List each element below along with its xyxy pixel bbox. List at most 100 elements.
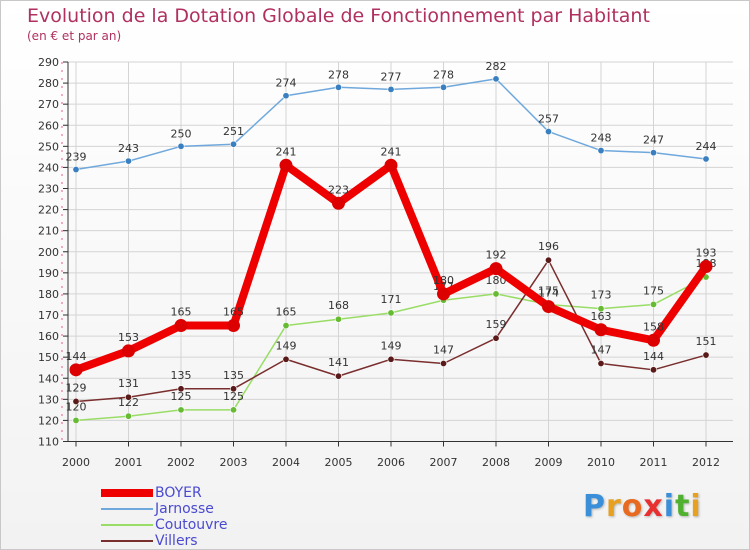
data-label-coutouvre: 175 — [643, 284, 664, 297]
data-label-jarnosse: 274 — [276, 77, 297, 90]
data-label-boyer: 165 — [223, 306, 244, 319]
data-label-coutouvre: 125 — [171, 390, 192, 403]
data-label-jarnosse: 243 — [118, 142, 139, 155]
data-label-villers: 149 — [276, 339, 297, 352]
data-label-jarnosse: 278 — [433, 68, 454, 81]
data-point-coutouvre — [72, 416, 80, 424]
y-tick-label: 200 — [38, 246, 59, 259]
x-tick-label: 2003 — [220, 456, 248, 469]
y-tick-label: 120 — [38, 414, 59, 427]
data-label-villers: 135 — [171, 369, 192, 382]
legend-label: Jarnosse — [155, 501, 214, 517]
data-label-villers: 151 — [696, 335, 717, 348]
data-point-boyer — [174, 319, 188, 333]
data-point-boyer — [594, 323, 608, 337]
y-tick-label: 170 — [38, 309, 59, 322]
data-label-jarnosse: 277 — [381, 70, 402, 83]
y-tick-label: 290 — [38, 56, 59, 69]
data-label-villers: 149 — [381, 339, 402, 352]
logo-letter: r — [606, 489, 622, 524]
x-tick-label: 2001 — [115, 456, 143, 469]
data-label-villers: 135 — [223, 369, 244, 382]
data-label-jarnosse: 282 — [486, 60, 507, 73]
legend-label: Coutouvre — [155, 517, 228, 533]
data-label-boyer: 153 — [118, 331, 139, 344]
data-point-jarnosse — [334, 83, 342, 91]
data-point-jarnosse — [544, 128, 552, 136]
data-label-coutouvre: 171 — [381, 293, 402, 306]
y-tick-label: 140 — [38, 372, 59, 385]
data-label-coutouvre: 120 — [66, 400, 87, 413]
data-point-boyer — [279, 158, 293, 172]
data-point-coutouvre — [230, 406, 238, 414]
proxiti-logo: Proxiti — [583, 489, 702, 524]
data-point-boyer — [332, 196, 345, 210]
legend-swatch — [101, 508, 153, 510]
data-label-jarnosse: 257 — [538, 113, 559, 126]
data-point-coutouvre — [177, 406, 185, 414]
x-tick-label: 2008 — [482, 456, 510, 469]
legend-item-villers: Villers — [101, 533, 198, 549]
legend-swatch — [101, 540, 153, 542]
data-point-villers — [439, 359, 447, 367]
data-point-boyer — [489, 262, 503, 276]
x-tick-label: 2012 — [692, 456, 720, 469]
x-tick-label: 2000 — [62, 456, 90, 469]
y-tick-label: 240 — [38, 161, 59, 174]
logo-letter: t — [675, 489, 691, 524]
data-label-coutouvre: 173 — [591, 289, 612, 302]
legend-label: Villers — [155, 533, 198, 549]
logo-letter: i — [690, 489, 702, 524]
logo-letter: P — [583, 489, 606, 524]
data-point-boyer — [69, 363, 83, 377]
data-label-boyer: 165 — [171, 306, 192, 319]
legend-swatch — [101, 489, 153, 497]
data-label-boyer: 144 — [66, 350, 87, 363]
data-label-jarnosse: 248 — [591, 132, 612, 145]
data-label-villers: 129 — [66, 381, 87, 394]
data-label-jarnosse: 247 — [643, 134, 664, 147]
data-point-boyer — [437, 287, 450, 301]
y-tick-label: 250 — [38, 140, 59, 153]
data-point-boyer — [699, 260, 713, 274]
data-label-boyer: 158 — [643, 320, 664, 333]
logo-letter: o — [621, 489, 644, 524]
data-point-jarnosse — [439, 83, 447, 91]
data-point-jarnosse — [387, 85, 395, 93]
data-point-villers — [597, 359, 605, 367]
legend-item-jarnosse: Jarnosse — [101, 501, 214, 517]
data-point-coutouvre — [125, 412, 133, 420]
data-label-jarnosse: 239 — [66, 151, 87, 164]
data-point-coutouvre — [649, 300, 657, 308]
data-point-villers — [492, 334, 500, 342]
data-label-boyer: 192 — [486, 249, 507, 262]
x-tick-label: 2007 — [430, 456, 458, 469]
chart-title: Evolution de la Dotation Globale de Fonc… — [27, 5, 650, 27]
logo-letter: x — [643, 489, 664, 524]
legend-swatch — [101, 524, 153, 526]
data-point-coutouvre — [387, 309, 395, 317]
data-point-jarnosse — [492, 75, 500, 83]
data-label-boyer: 193 — [696, 247, 717, 260]
data-point-jarnosse — [177, 142, 185, 150]
data-point-boyer — [384, 158, 398, 172]
y-tick-label: 130 — [38, 393, 59, 406]
data-label-coutouvre: 125 — [223, 390, 244, 403]
y-tick-label: 150 — [38, 351, 59, 364]
legend-item-coutouvre: Coutouvre — [101, 517, 228, 533]
legend-item-boyer: BOYER — [101, 485, 202, 501]
data-label-jarnosse: 251 — [223, 125, 244, 138]
data-label-coutouvre: 165 — [276, 306, 297, 319]
data-label-villers: 141 — [328, 356, 349, 369]
data-label-boyer: 174 — [538, 287, 559, 300]
x-tick-label: 2011 — [640, 456, 668, 469]
data-point-villers — [387, 355, 395, 363]
data-label-jarnosse: 278 — [328, 68, 349, 81]
data-point-coutouvre — [597, 305, 605, 313]
y-tick-label: 220 — [38, 204, 59, 217]
data-point-jarnosse — [702, 155, 710, 163]
data-label-jarnosse: 250 — [171, 127, 192, 140]
data-point-boyer — [227, 319, 240, 333]
